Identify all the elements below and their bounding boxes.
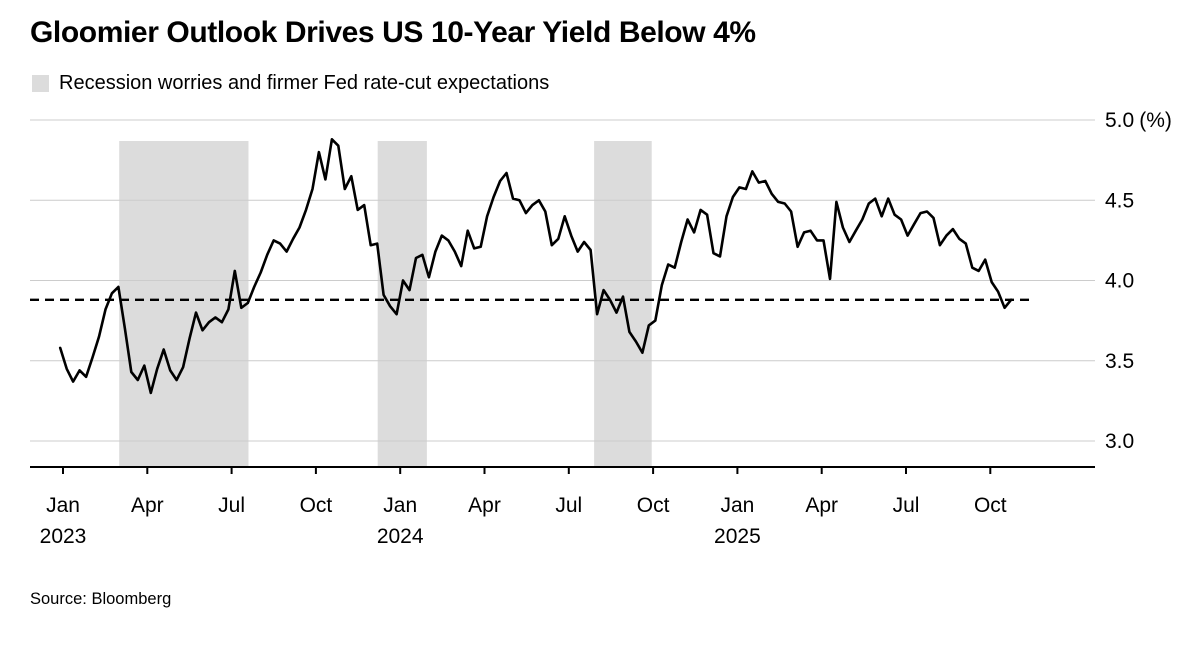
recession-band	[119, 141, 249, 467]
year-label: 2024	[377, 525, 424, 548]
source-note: Source: Bloomberg	[30, 590, 172, 608]
x-tick-label: Oct	[300, 494, 333, 517]
x-tick-label: Oct	[974, 494, 1007, 517]
x-tick-label: Jan	[383, 494, 417, 517]
year-label: 2023	[40, 525, 87, 548]
y-tick-label: 5.0 (%)	[1105, 109, 1172, 132]
recession-band-swatch-icon	[32, 75, 49, 92]
y-tick-label: 4.5	[1105, 189, 1134, 212]
year-label: 2025	[714, 525, 761, 548]
x-tick-label: Jul	[218, 494, 245, 517]
x-tick-label: Apr	[805, 494, 838, 517]
x-tick-label: Jan	[720, 494, 754, 517]
x-tick-label: Oct	[637, 494, 670, 517]
legend: Recession worries and firmer Fed rate-cu…	[32, 72, 549, 95]
y-tick-label: 3.5	[1105, 350, 1134, 373]
yield-line-chart: 3.0 3.5 4.0 4.5 5.0 (%) Jan Apr Jul Oct Jan Apr Jul O…	[30, 109, 1172, 548]
x-tick-label: Jul	[555, 494, 582, 517]
x-tick-label: Apr	[131, 494, 164, 517]
y-tick-label: 4.0	[1105, 270, 1134, 293]
x-tick-label: Apr	[468, 494, 501, 517]
chart-title: Gloomier Outlook Drives US 10-Year Yield…	[30, 16, 756, 49]
x-tick-label: Jan	[46, 494, 80, 517]
y-tick-label: 3.0	[1105, 430, 1134, 453]
recession-band	[594, 141, 652, 467]
yield-line-series	[58, 138, 1013, 395]
legend-label: Recession worries and firmer Fed rate-cu…	[59, 72, 550, 94]
recession-band	[377, 141, 427, 467]
x-tick-label: Jul	[893, 494, 920, 517]
